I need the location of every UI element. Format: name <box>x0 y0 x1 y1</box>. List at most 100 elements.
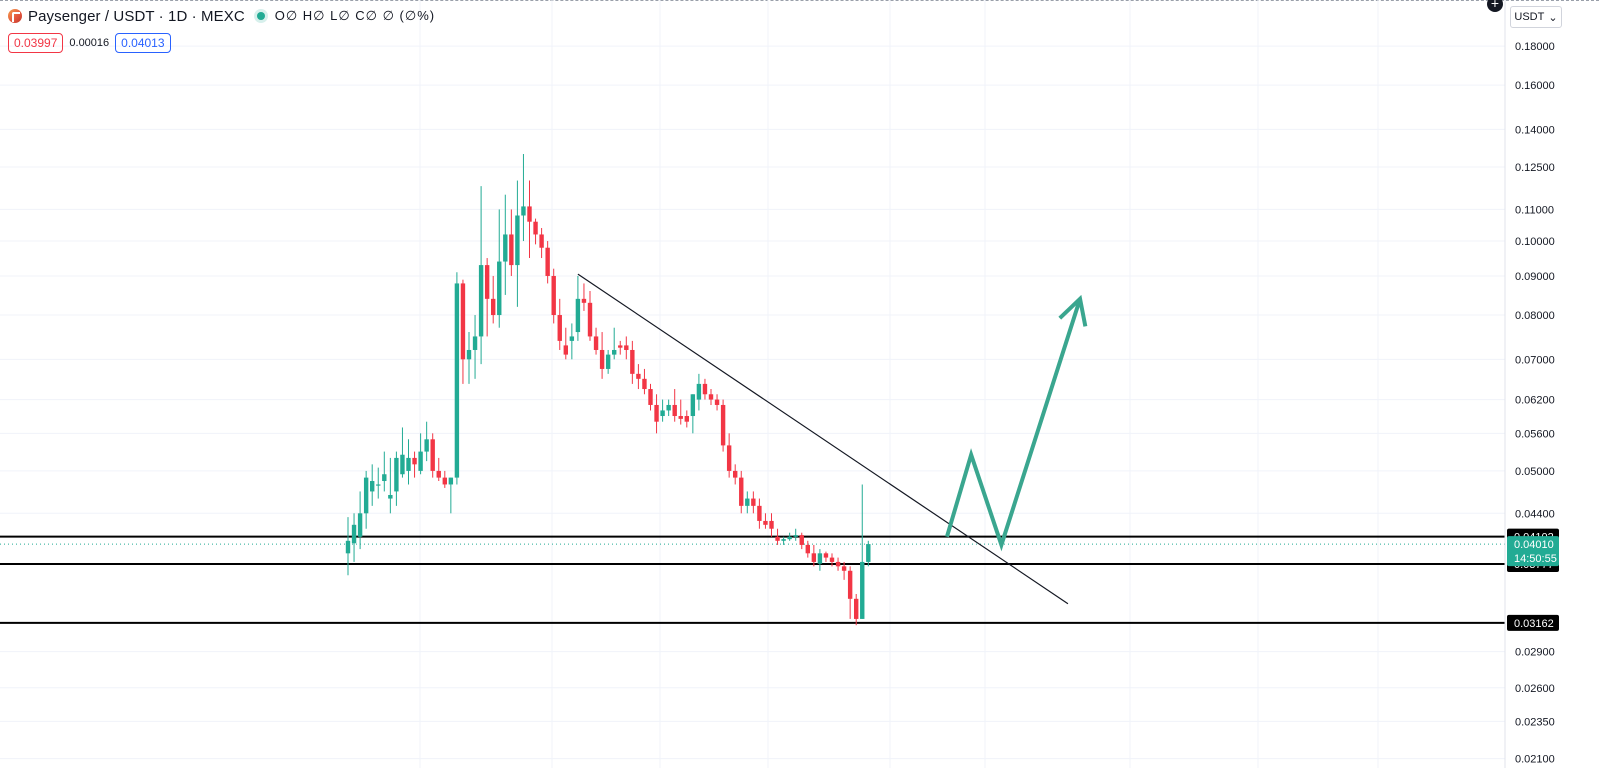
chart-legend: Paysenger / USDT · 1D · MEXC O∅ H∅ L∅ C∅… <box>8 6 435 26</box>
bar-countdown-label: 14:50:55 <box>1514 553 1557 565</box>
price-tick-label: 0.08000 <box>1515 310 1555 322</box>
candle-body <box>781 539 786 541</box>
candle-body <box>666 404 671 411</box>
candle-body <box>394 457 399 492</box>
candle-body <box>690 394 696 417</box>
candle-body <box>587 302 593 337</box>
chevron-down-icon: ⌄ <box>1548 11 1558 24</box>
candle-body <box>612 349 617 355</box>
candle-body <box>357 513 363 537</box>
candle-body <box>351 524 357 544</box>
price-tick-label: 0.07000 <box>1515 354 1555 366</box>
candle-body <box>454 283 460 478</box>
buy-price-button[interactable]: 0.04013 <box>115 33 171 53</box>
candle-body <box>497 261 502 316</box>
candle-body <box>720 404 726 446</box>
candle-body <box>757 505 762 521</box>
candle-body <box>684 416 689 422</box>
projection-path[interactable] <box>945 298 1082 552</box>
candle-body <box>648 389 653 405</box>
price-axis[interactable]: 0.18000 0.16000 0.14000 0.12500 0.11000 0.100… <box>1504 0 1555 768</box>
candle-body <box>448 477 454 485</box>
candle-body <box>726 445 732 471</box>
candle-body <box>793 535 798 537</box>
candle-body <box>533 221 538 235</box>
candle-body <box>484 265 490 299</box>
price-tick-label: 0.05600 <box>1515 428 1555 440</box>
candle-body <box>829 557 835 562</box>
candle-body <box>430 439 435 471</box>
level-price-tag <box>1507 614 1559 631</box>
candle-body <box>388 494 393 499</box>
candle-body <box>817 553 823 564</box>
last-price-label: 0.04010 <box>1514 539 1554 551</box>
candle-body <box>545 247 550 276</box>
level-price-label: 0.03162 <box>1514 618 1554 630</box>
candle-body <box>412 457 417 465</box>
candle-body <box>702 383 708 395</box>
candle-body <box>799 535 804 545</box>
currency-selector[interactable]: USDT ⌄ <box>1510 6 1562 28</box>
price-tick-label: 0.12500 <box>1515 162 1555 174</box>
candle-body <box>539 234 544 248</box>
candle-body <box>406 457 411 471</box>
symbol-title[interactable]: Paysenger / USDT · 1D · MEXC <box>28 7 245 25</box>
bid-ask-panel: 0.03997 0.00016 0.04013 <box>8 33 171 53</box>
candle-body <box>521 206 526 216</box>
candle-body <box>775 536 780 541</box>
candle-body <box>630 349 635 374</box>
projection-arrowhead <box>1058 294 1088 327</box>
paysenger-logo-icon <box>8 9 22 23</box>
candle-body <box>696 383 702 400</box>
candle-body <box>624 345 629 350</box>
candle-body <box>575 298 581 333</box>
drawings[interactable] <box>577 273 1088 605</box>
sell-price-button[interactable]: 0.03997 <box>8 33 64 53</box>
candle-body <box>660 410 665 417</box>
candle-body <box>805 544 810 554</box>
price-tick-label: 0.02350 <box>1515 716 1555 728</box>
price-tick-label: 0.18000 <box>1515 41 1555 53</box>
candle-body <box>763 520 768 525</box>
candle-body <box>503 234 508 262</box>
price-tick-label: 0.09000 <box>1515 271 1555 283</box>
candle-body <box>370 481 375 492</box>
price-tick-label: 0.02900 <box>1515 647 1555 659</box>
candle-body <box>854 598 859 619</box>
candle-body <box>678 416 683 419</box>
candle-body <box>509 234 514 266</box>
candle-body <box>636 373 641 379</box>
candle-body <box>835 561 841 567</box>
candle-body <box>442 477 447 485</box>
add-price-level-button[interactable]: + <box>1487 0 1503 12</box>
candle-body <box>376 484 381 486</box>
candle-body <box>551 275 556 316</box>
candle-body <box>478 265 484 337</box>
candle-body <box>563 345 568 355</box>
candlesticks <box>345 154 871 626</box>
candle-body <box>618 345 623 348</box>
chart-grid <box>0 0 1505 768</box>
candle-body <box>714 399 720 405</box>
candle-body <box>751 498 756 506</box>
price-tick-label: 0.11000 <box>1515 204 1554 216</box>
candle-body <box>841 566 847 571</box>
trendline[interactable] <box>577 273 1069 605</box>
candle-body <box>599 349 605 369</box>
candle-body <box>424 439 429 452</box>
price-tick-label: 0.06200 <box>1515 395 1555 407</box>
candle-body <box>436 470 441 478</box>
candle-body <box>823 553 829 558</box>
candle-body <box>745 498 750 506</box>
candle-body <box>400 454 405 475</box>
candle-body <box>672 404 677 417</box>
horizontal-level-lines[interactable] <box>0 535 1505 624</box>
last-price-tag <box>1507 536 1559 567</box>
price-tick-label: 0.05000 <box>1515 466 1555 478</box>
candle-body <box>581 298 587 303</box>
candle-body <box>811 553 817 562</box>
ohlc-values: O∅ H∅ L∅ C∅ ∅ (∅%) <box>274 8 436 23</box>
candle-body <box>557 315 562 341</box>
